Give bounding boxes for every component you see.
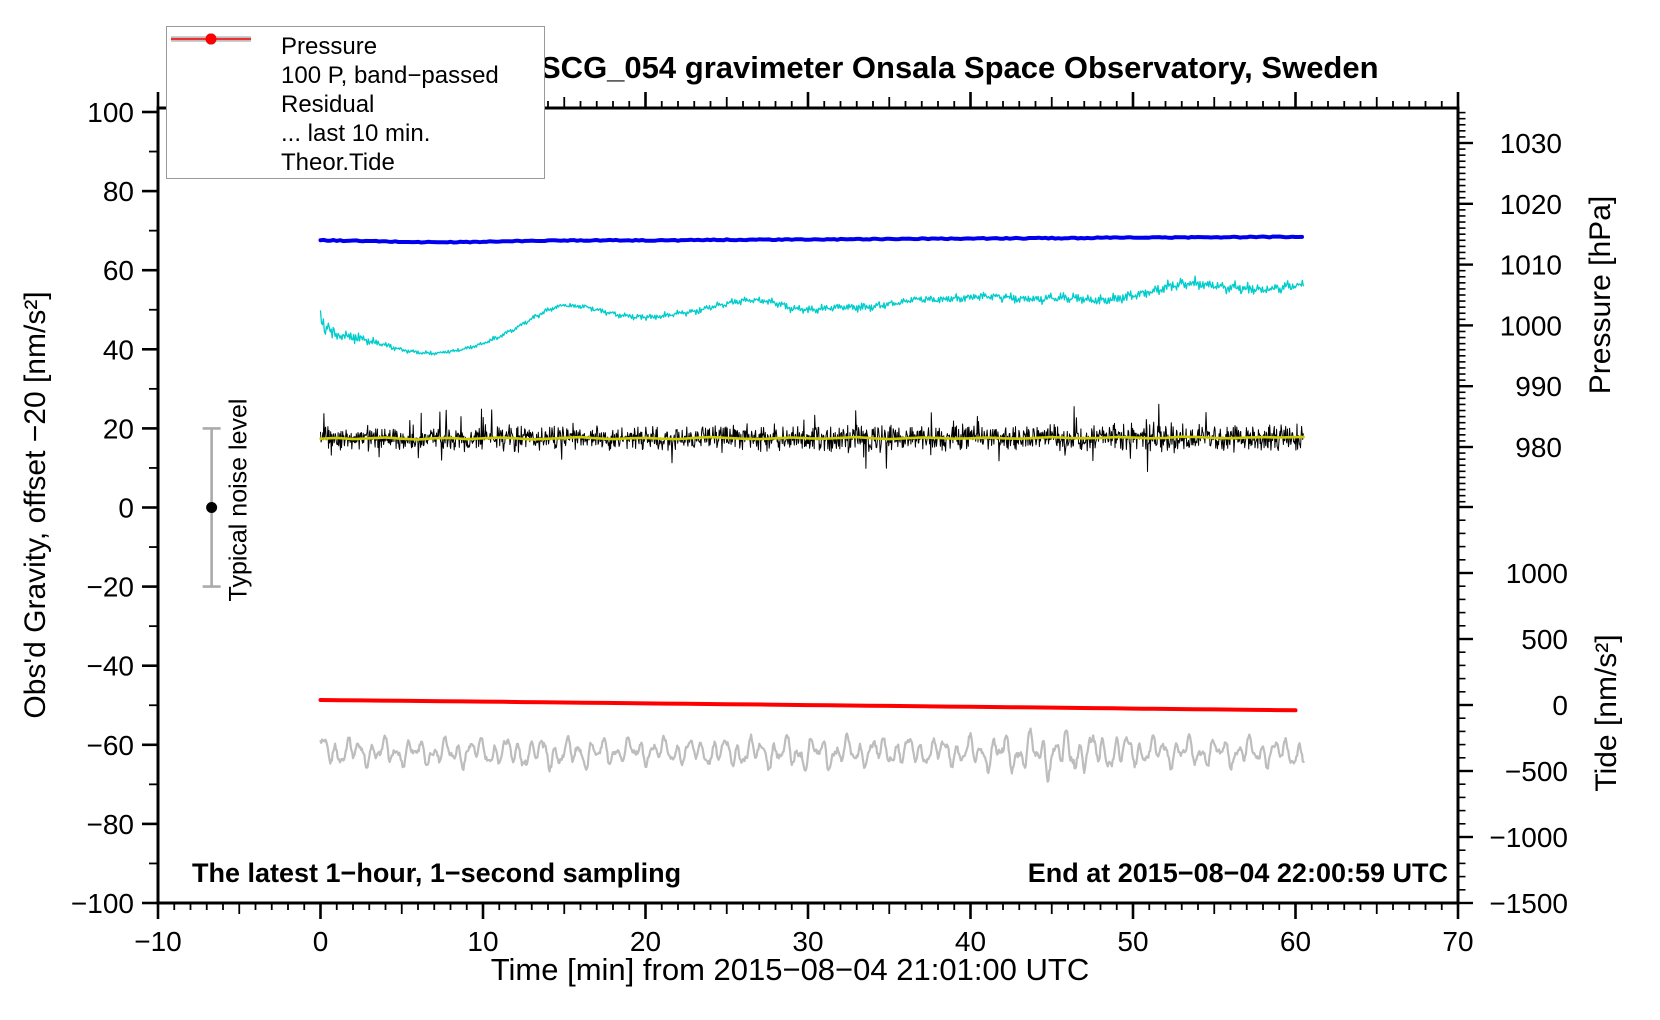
y-axis-title-gravity: Obs'd Gravity, offset −20 [nm/s²] (19, 291, 52, 719)
tide-tick-label: −1000 (1489, 822, 1568, 853)
x-tick-label: 70 (1442, 926, 1473, 957)
noise-bar-dot (206, 502, 218, 513)
legend-item-band-passed: 100 P, band−passed (167, 33, 544, 90)
series-residual-smoothed (319, 435, 1305, 441)
x-tick-label: 20 (630, 926, 661, 957)
pressure-tick-label: 980 (1515, 432, 1562, 463)
x-tick-label: −10 (134, 926, 182, 957)
series-pressure (318, 234, 1304, 245)
tide-tick-label: 500 (1521, 624, 1568, 655)
x-axis-title: Time [min] from 2015−08−04 21:01:00 UTC (490, 952, 1090, 987)
legend-label: Pressure (281, 32, 378, 60)
legend-label: ... last 10 min. (281, 119, 431, 147)
gravity-tick-label: −80 (87, 809, 135, 840)
x-tick-label: 10 (467, 926, 498, 957)
x-tick-label: 60 (1280, 926, 1311, 957)
y-axis-title-pressure: Pressure [hPa] (1584, 195, 1617, 395)
pressure-tick-label: 1000 (1500, 310, 1562, 341)
series-residual-last-10-min (319, 727, 1305, 783)
x-tick-label: 30 (792, 926, 823, 957)
gravity-tick-label: 60 (103, 255, 134, 286)
noise-level-label: Typical noise level (224, 398, 253, 602)
legend-item-residual: Residual (167, 36, 544, 119)
gravity-tick-label: 100 (87, 97, 134, 128)
chart-title: SCG_054 gravimeter Onsala Space Observat… (540, 50, 1379, 85)
pressure-tick-label: 1030 (1500, 128, 1562, 159)
series-theor-tide (318, 698, 1298, 713)
series-100-p-band-passed (319, 275, 1304, 356)
gravity-tick-label: 40 (103, 334, 134, 365)
tide-tick-label: −1500 (1489, 888, 1568, 919)
legend-item-theor-tide: Theor.Tide (167, 33, 544, 177)
gravity-tick-label: −40 (87, 651, 135, 682)
legend: Pressure 100 P, band−passed Residual ...… (166, 26, 545, 179)
pressure-tick-label: 1010 (1500, 250, 1562, 281)
gravity-tick-label: 20 (103, 413, 134, 444)
y-axis-title-tide: Tide [nm/s²] (1590, 634, 1623, 792)
gravity-tick-label: 0 (118, 493, 134, 524)
plot-frame (156, 106, 1460, 905)
sampling-note: The latest 1−hour, 1−second sampling (192, 858, 682, 888)
x-tick-label: 0 (313, 926, 329, 957)
tide-tick-label: 0 (1552, 690, 1568, 721)
tide-tick-label: −500 (1505, 756, 1568, 787)
gravity-tick-label: −60 (87, 730, 135, 761)
gravity-tick-label: −20 (87, 572, 135, 603)
legend-label: 100 P, band−passed (281, 61, 499, 89)
x-tick-label: 50 (1117, 926, 1148, 957)
end-time-note: End at 2015−08−04 22:00:59 UTC (1027, 858, 1448, 888)
x-tick-label: 40 (955, 926, 986, 957)
tide-tick-label: 1000 (1506, 558, 1568, 589)
gravity-tick-label: −100 (71, 888, 134, 919)
legend-item-last-10-min: ... last 10 min. (167, 36, 544, 148)
pressure-tick-label: 1020 (1500, 189, 1562, 220)
legend-label: Theor.Tide (281, 148, 395, 176)
legend-label: Residual (281, 90, 375, 118)
pressure-tick-label: 990 (1515, 371, 1562, 402)
gravity-tick-label: 80 (103, 176, 134, 207)
